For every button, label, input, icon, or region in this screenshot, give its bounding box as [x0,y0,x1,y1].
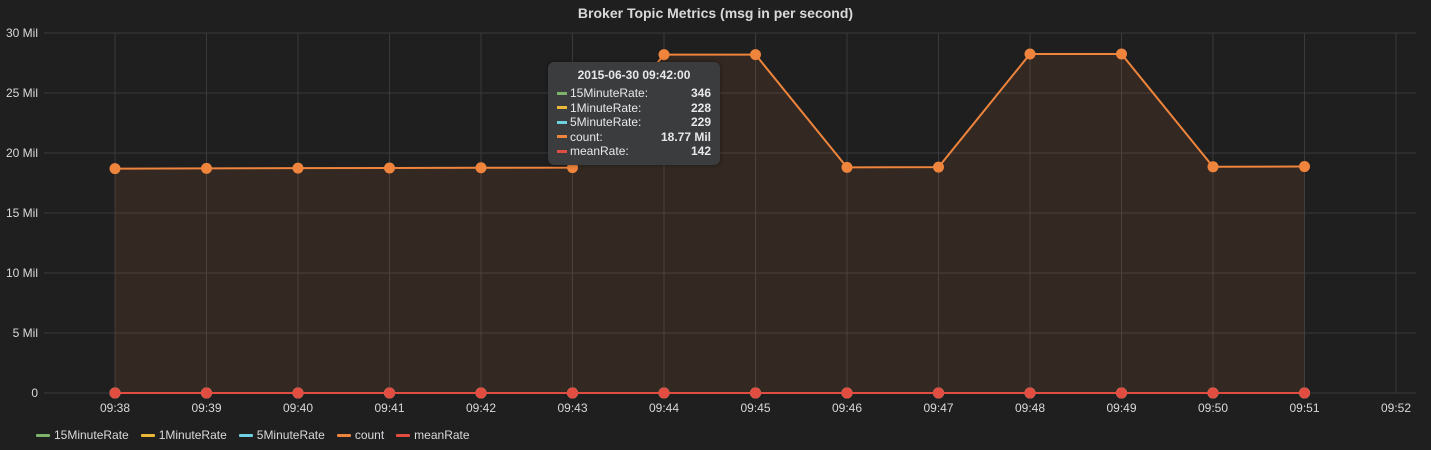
data-point-count [1299,161,1310,173]
tooltip-swatch [557,135,567,139]
tooltip-swatch [557,149,567,153]
series-line-count [114,53,1305,170]
tooltip-series-value: 346 [690,86,711,101]
x-tick-label: 09:40 [283,401,313,415]
x-tick-label: 09:48 [1015,401,1045,415]
legend-swatch [140,433,155,437]
tooltip-swatch [557,120,567,124]
legend-item-1minuterate[interactable]: 1MinuteRate [140,428,227,442]
x-tick-label: 09:51 [1289,401,1319,415]
x-tick-label: 09:41 [374,401,404,415]
data-point-count [933,161,944,173]
data-point-count [292,162,304,174]
tooltip-row-15minuterate: 15MinuteRate: 346 [557,86,711,101]
hover-tooltip: 2015-06-30 09:42:00 15MinuteRate: 346 1M… [548,62,720,165]
data-point-meanrate [567,387,578,399]
tooltip-series-name: 15MinuteRate: [570,86,649,101]
data-point-count [109,163,121,175]
x-tick-label: 09:49 [1106,401,1136,415]
tooltip-series-name: meanRate: [570,144,629,159]
data-point-count [384,162,395,174]
data-point-meanrate [475,387,487,399]
data-point-meanrate [1207,387,1219,399]
legend-swatch [396,433,411,437]
panel-title[interactable]: Broker Topic Metrics (msg in per second) [577,5,854,21]
data-point-meanrate [658,387,670,399]
series-area-count [115,54,1305,393]
legend-item-meanrate[interactable]: meanRate [396,428,470,442]
tooltip-series-value: 18.77 Mil [660,129,711,144]
data-point-meanrate [1116,387,1127,399]
tooltip-swatch [557,106,567,110]
legend-label: meanRate [414,428,470,442]
tooltip-series-name: 5MinuteRate: [570,115,642,130]
x-tick-label: 09:47 [923,401,953,415]
x-tick-label: 09:39 [191,401,221,415]
tooltip-time: 2015-06-30 09:42:00 [577,68,691,82]
chart-legend: 15MinuteRate 1MinuteRate 5MinuteRate cou… [36,426,482,444]
legend-swatch [36,433,50,437]
y-tick-label: 0 [31,386,38,400]
y-tick-label: 5 Mil [13,326,38,340]
data-point-meanrate [109,387,121,399]
x-tick-label: 09:44 [649,401,679,415]
x-tick-label: 09:52 [1381,401,1411,415]
data-point-meanrate [1299,387,1310,399]
tooltip-row-meanrate: meanRate: 142 [557,144,711,159]
data-point-meanrate [1024,387,1036,399]
legend-label: count [354,428,385,442]
data-point-meanrate [841,387,853,399]
legend-label: 5MinuteRate [256,428,325,442]
data-point-count [475,162,487,174]
tooltip-row-1minuterate: 1MinuteRate: 228 [557,101,711,116]
legend-label: 15MinuteRate [54,428,129,442]
data-point-meanrate [750,387,761,399]
data-point-count [1116,48,1127,60]
x-tick-label: 09:45 [740,401,770,415]
x-tick-label: 09:42 [466,401,496,415]
y-tick-label: 20 Mil [6,146,38,160]
data-point-meanrate [384,387,395,399]
data-point-meanrate [292,387,304,399]
y-tick-label: 15 Mil [6,206,38,220]
data-point-meanrate [933,387,944,399]
legend-item-5minuterate[interactable]: 5MinuteRate [238,428,325,442]
legend-item-count[interactable]: count [336,428,385,442]
legend-swatch [336,433,351,437]
legend-label: 1MinuteRate [158,428,227,442]
tooltip-series-name: count: [570,129,603,144]
tooltip-row-count: count: 18.77 Mil [557,130,711,145]
y-tick-label: 25 Mil [6,86,38,100]
y-tick-label: 10 Mil [6,266,38,280]
data-point-count [841,161,853,173]
tooltip-swatch [557,91,567,95]
data-point-count [1024,48,1036,60]
x-tick-label: 09:46 [832,401,862,415]
data-point-count [201,162,212,174]
x-tick-label: 09:43 [557,401,587,415]
data-point-meanrate [201,387,212,399]
data-point-count [1207,161,1219,173]
y-tick-label: 30 Mil [6,26,38,40]
data-point-count [750,49,761,61]
tooltip-series-name: 1MinuteRate: [570,100,642,115]
tooltip-series-value: 228 [690,100,711,115]
tooltip-series-value: 142 [690,144,711,159]
x-tick-label: 09:50 [1198,401,1228,415]
legend-item-15minuterate[interactable]: 15MinuteRate [36,428,129,442]
data-point-count [658,49,670,61]
tooltip-row-5minuterate: 5MinuteRate: 229 [557,115,711,130]
x-tick-label: 09:38 [100,401,130,415]
tooltip-series-value: 229 [690,115,711,130]
legend-swatch [238,433,253,437]
